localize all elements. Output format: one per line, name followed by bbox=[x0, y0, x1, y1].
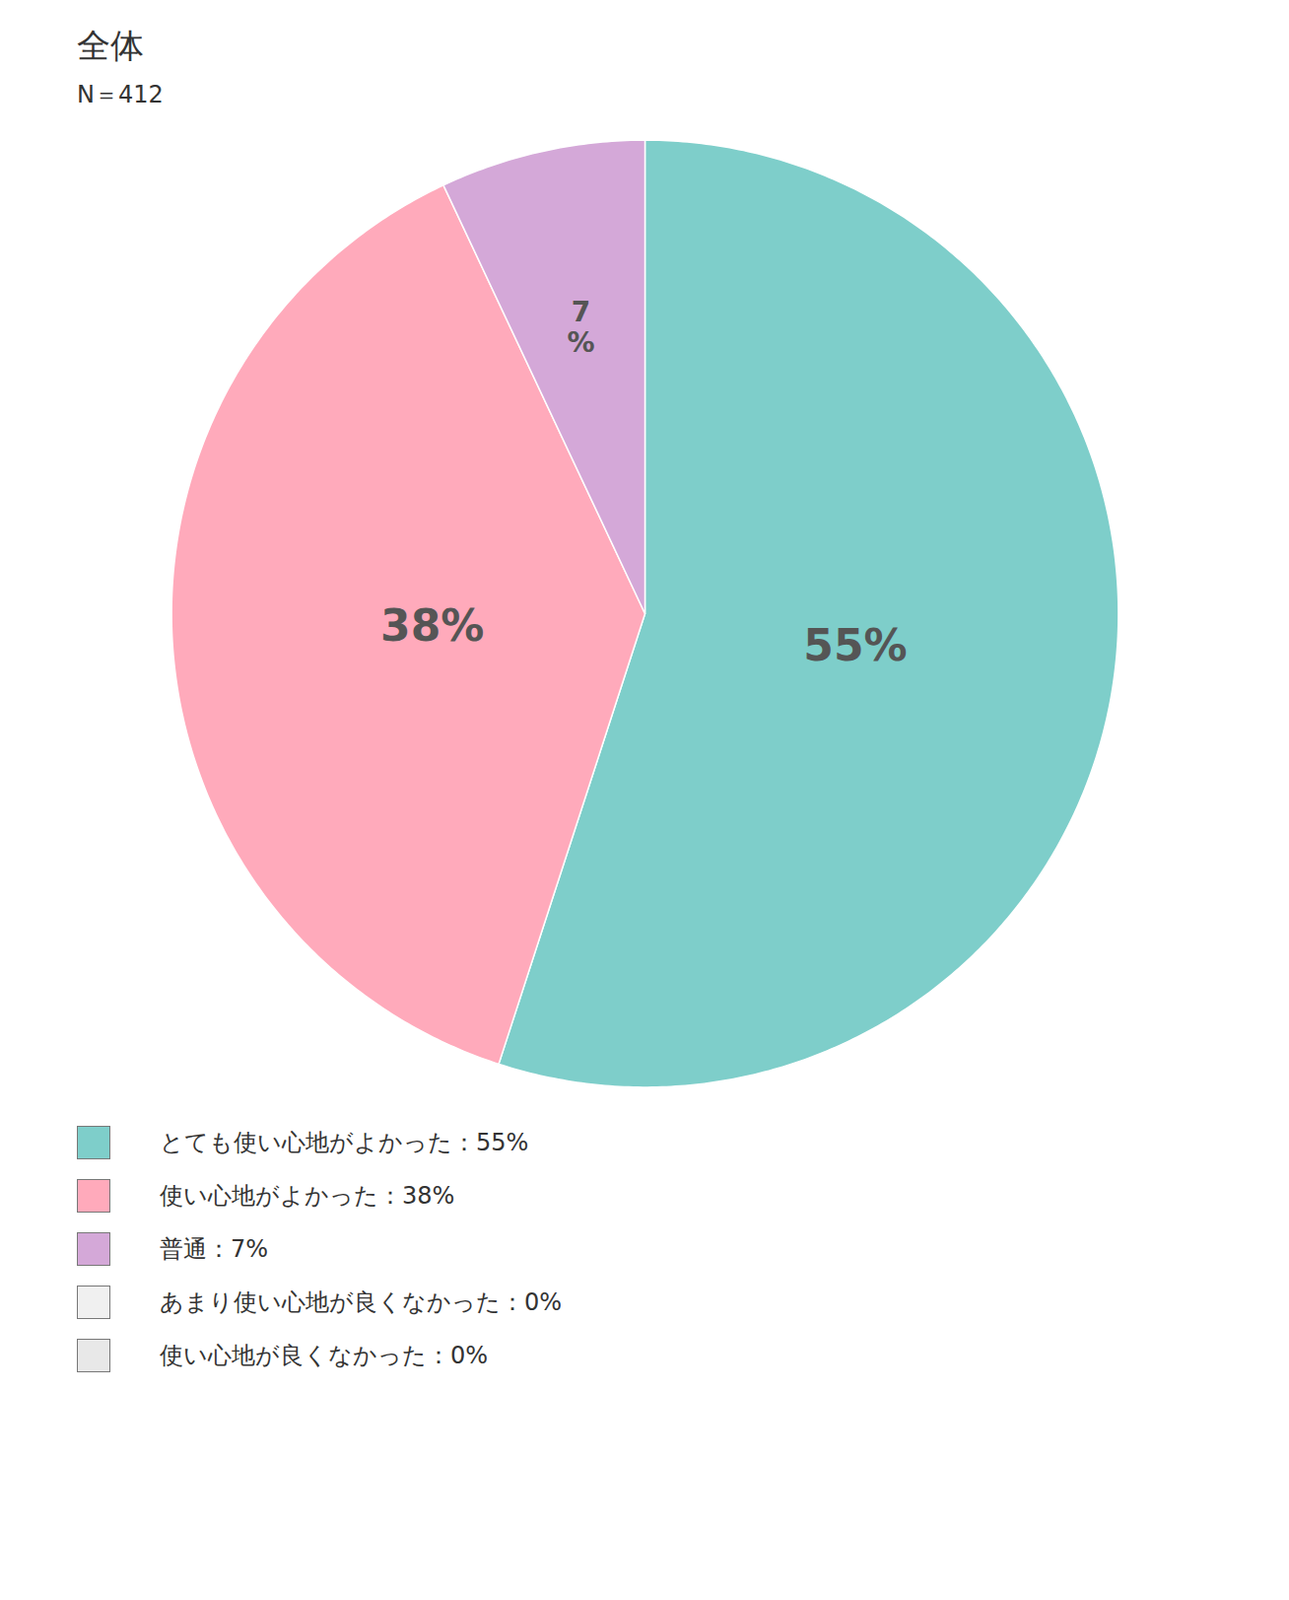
html-text:普通：7%: 普通：7% bbox=[159, 1234, 269, 1263]
html-text:使い心地が良くなかった：0%: 使い心地が良くなかった：0% bbox=[159, 1341, 488, 1369]
svg-text:55%: 55% bbox=[803, 619, 907, 671]
html-text:N＝412: N＝412 bbox=[76, 80, 164, 109]
svg-text:38%: 38% bbox=[380, 600, 484, 651]
svg-text:7%: 7% bbox=[566, 295, 595, 359]
html-text:とても使い心地がよかった：55%: とても使い心地がよかった：55% bbox=[159, 1128, 529, 1156]
html-text:あまり使い心地が良くなかった：0%: あまり使い心地が良くなかった：0% bbox=[159, 1288, 562, 1316]
html-text:使い心地がよかった：38%: 使い心地がよかった：38% bbox=[159, 1181, 455, 1210]
html-text:全体: 全体 bbox=[76, 25, 144, 66]
